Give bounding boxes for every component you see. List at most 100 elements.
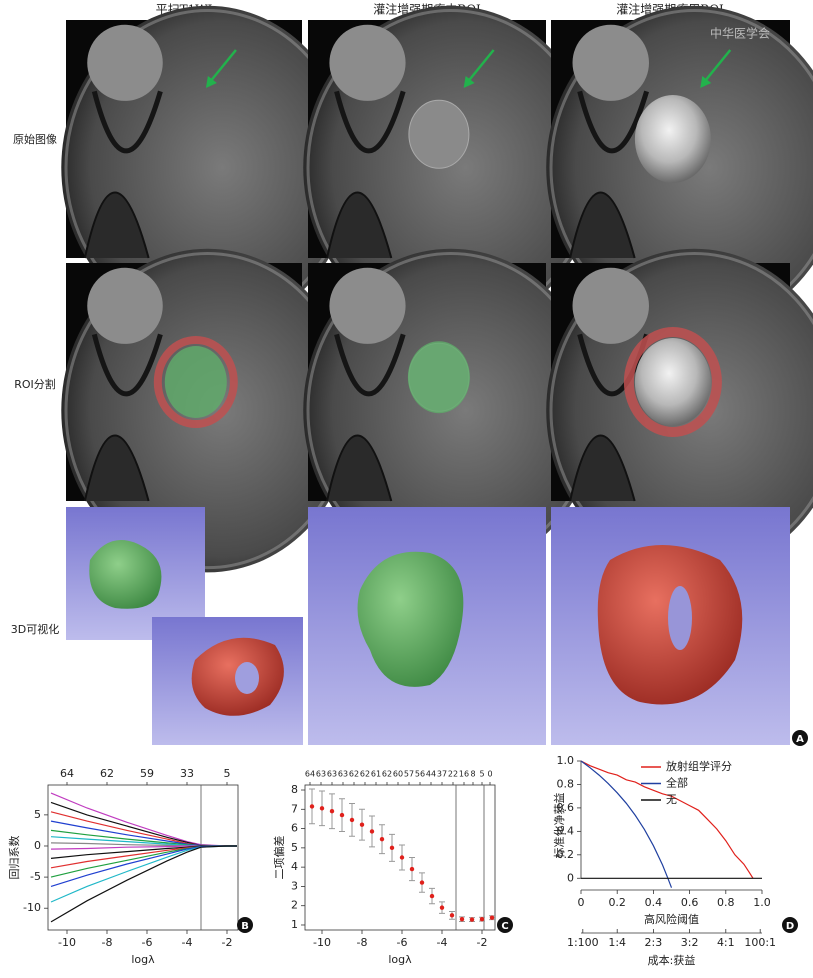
x-tick-label: -4 — [437, 936, 448, 949]
x-tick-label: 0.2 — [608, 896, 626, 909]
top-tick-label: 59 — [140, 767, 154, 780]
top-tick-label: 0 — [487, 770, 492, 779]
frontal-lobe — [329, 25, 405, 101]
y-tick-label: 0.8 — [557, 777, 575, 790]
y-tick-label: 7 — [291, 802, 298, 815]
y-axis-label: 回归系数 — [7, 836, 21, 880]
top-tick-label: 63 — [338, 770, 348, 779]
x-tick-label: -6 — [142, 936, 153, 949]
y-tick-label: 8 — [291, 783, 298, 796]
top-tick-label: 44 — [426, 770, 436, 779]
top-tick-label: 63 — [327, 770, 337, 779]
top-tick-label: 37 — [437, 770, 447, 779]
panel-letter: A — [796, 734, 804, 745]
point — [360, 823, 364, 827]
top-tick-label: 64 — [305, 770, 315, 779]
x-tick-label: -4 — [182, 936, 193, 949]
panel-a: 平扫T1WI灌注增强期瘤内ROI灌注增强期瘤周ROI原始图像ROI分割3D可视化… — [11, 2, 813, 747]
roi-fill — [408, 341, 470, 413]
y-tick-label: 1 — [291, 918, 298, 931]
top-tick-label: 62 — [100, 767, 114, 780]
y-tick-label: 5 — [34, 808, 41, 821]
point — [340, 813, 344, 817]
panel-letter: B — [241, 921, 249, 932]
frontal-lobe — [329, 268, 405, 344]
top-tick-label: 61 — [371, 770, 381, 779]
x-tick-label: -8 — [102, 936, 113, 949]
top-tick-label: 16 — [459, 770, 469, 779]
top-tick-label: 22 — [448, 770, 458, 779]
x2-tick-label: 1:4 — [608, 936, 626, 949]
y-tick-label: -10 — [23, 901, 41, 914]
point — [430, 894, 434, 898]
point — [320, 806, 324, 810]
top-tick-label: 33 — [180, 767, 194, 780]
point — [450, 913, 454, 917]
top-tick-label: 63 — [316, 770, 326, 779]
point — [370, 829, 374, 833]
x2-tick-label: 100:1 — [744, 936, 776, 949]
roi-fill — [165, 346, 227, 418]
top-tick-label: 64 — [60, 767, 74, 780]
point — [490, 915, 494, 919]
top-tick-label: 62 — [382, 770, 392, 779]
x2-axis-label: 成本:获益 — [648, 953, 696, 967]
row-label: ROI分割 — [14, 377, 56, 391]
legend-label: 全部 — [666, 776, 688, 790]
row-label: 原始图像 — [13, 132, 57, 146]
top-tick-label: 56 — [415, 770, 425, 779]
top-tick-label: 57 — [404, 770, 414, 779]
point — [420, 880, 424, 884]
top-tick-label: 62 — [360, 770, 370, 779]
point — [380, 837, 384, 841]
tumor — [409, 100, 469, 168]
x-tick-label: -6 — [397, 936, 408, 949]
series-line — [51, 802, 237, 846]
y-tick-label: 0 — [34, 839, 41, 852]
panel-letter: D — [786, 921, 794, 932]
x-axis-label: logλ — [388, 953, 412, 966]
point — [350, 818, 354, 822]
x-tick-label: -2 — [477, 936, 488, 949]
legend-label: 放射组学评分 — [666, 759, 732, 773]
y-tick-label: 1.0 — [557, 754, 575, 767]
x-tick-label: -8 — [357, 936, 368, 949]
x2-tick-label: 4:1 — [717, 936, 735, 949]
x-tick-label: 0.8 — [717, 896, 735, 909]
x-axis-label: logλ — [131, 953, 155, 966]
frontal-lobe — [573, 25, 649, 101]
y-tick-label: 3 — [291, 879, 298, 892]
x-axis-label: 高风险阈值 — [644, 912, 699, 926]
top-tick-label: 8 — [470, 770, 475, 779]
x-tick-label: 0.6 — [681, 896, 699, 909]
point — [410, 867, 414, 871]
panel-letter: C — [501, 921, 508, 932]
x-tick-label: -10 — [58, 936, 76, 949]
x2-tick-label: 3:2 — [681, 936, 699, 949]
y-tick-label: 5 — [291, 841, 298, 854]
x-tick-label: 1.0 — [753, 896, 771, 909]
legend-label: 无 — [666, 793, 677, 806]
y-axis-label: 二项偏差 — [272, 836, 286, 880]
x2-tick-label: 2:3 — [645, 936, 663, 949]
y-axis-label: 标准化净获益 — [552, 793, 566, 859]
tumor — [635, 338, 711, 426]
y-tick-label: 0 — [567, 871, 574, 884]
point — [310, 804, 314, 808]
point — [440, 905, 444, 909]
y-tick-label: 4 — [291, 860, 298, 873]
x-tick-label: 0 — [578, 896, 585, 909]
series-line — [51, 846, 237, 886]
top-tick-label: 5 — [224, 767, 231, 780]
frontal-lobe — [573, 268, 649, 344]
top-tick-label: 60 — [393, 770, 403, 779]
top-tick-label: 5 — [479, 770, 484, 779]
series-line — [51, 846, 237, 902]
top-tick-label: 62 — [349, 770, 359, 779]
y-tick-label: -5 — [30, 870, 41, 883]
watermark: 中华医学会 — [710, 26, 770, 41]
